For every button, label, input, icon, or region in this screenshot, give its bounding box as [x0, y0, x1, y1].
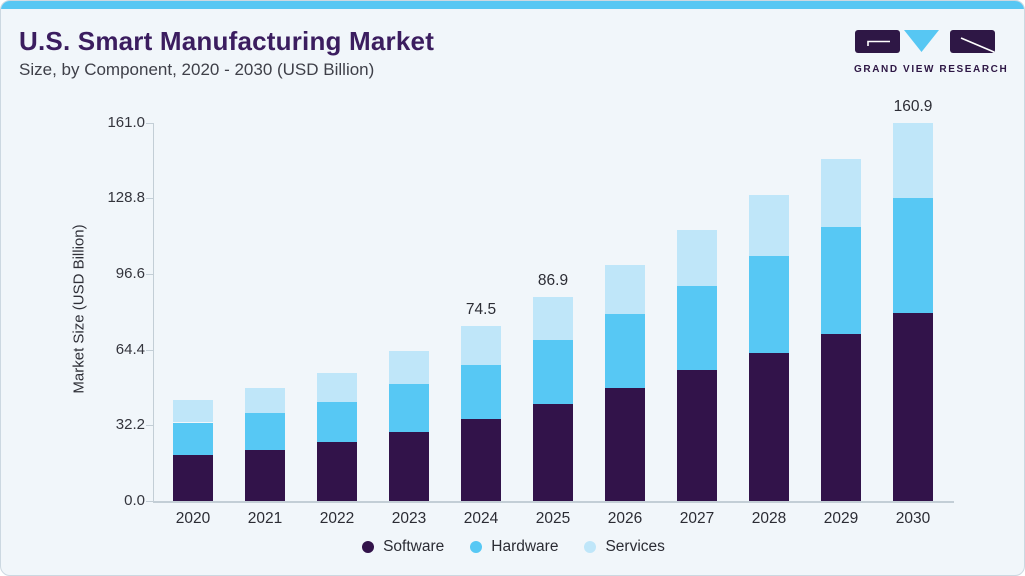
bar-segment-software-2025	[533, 403, 573, 501]
bar-segment-software-2023	[389, 431, 429, 501]
y-tick-label: 0.0	[124, 492, 145, 509]
bar-segment-hardware-2025	[533, 340, 573, 404]
y-tick-label: 32.2	[115, 416, 145, 434]
bar-segment-hardware-2021	[245, 412, 285, 450]
bar-segment-hardware-2023	[389, 384, 429, 432]
y-tick-label: 96.6	[115, 264, 145, 282]
legend-item-hardware: Hardware	[470, 538, 558, 556]
bar-segment-hardware-2024	[461, 364, 501, 419]
bar-segment-software-2022	[317, 442, 357, 501]
bar-segment-hardware-2022	[317, 402, 357, 442]
bar-segment-hardware-2026	[605, 313, 645, 388]
bar-total-label-2024: 74.5	[465, 300, 497, 318]
bar-segment-services-2024	[461, 325, 501, 365]
y-tick-label: 128.8	[107, 189, 145, 207]
bar-segment-hardware-2030	[893, 197, 933, 313]
bar-segment-services-2023	[389, 351, 429, 385]
gvr-logo-icon	[855, 30, 995, 53]
legend-label-hardware: Hardware	[491, 538, 559, 555]
legend-label-services: Services	[605, 538, 665, 555]
bar-segment-services-2026	[605, 264, 645, 314]
bar-segment-services-2022	[317, 372, 357, 403]
bar-segment-software-2026	[605, 387, 645, 501]
bar-segment-services-2030	[893, 122, 933, 198]
y-tick-mark	[146, 425, 153, 427]
bar-segment-services-2028	[749, 194, 789, 257]
x-axis-label-2028: 2028	[751, 510, 787, 527]
x-axis-label-2023: 2023	[391, 510, 427, 527]
bar-segment-software-2020	[173, 454, 213, 501]
y-tick-mark	[146, 122, 153, 124]
bar-segment-services-2021	[245, 388, 285, 413]
bar-segment-software-2028	[749, 352, 789, 501]
bar-total-label-2025: 86.9	[537, 271, 569, 289]
bar-segment-services-2020	[173, 399, 213, 423]
bar-total-label-2030: 160.9	[893, 97, 933, 115]
y-axis-line	[153, 123, 154, 503]
bar-segment-software-2027	[677, 369, 717, 501]
bar-segment-hardware-2029	[821, 227, 861, 334]
x-axis-line	[154, 501, 954, 503]
x-axis-label-2026: 2026	[607, 510, 643, 527]
grand-view-research-logo: GRAND VIEW RESEARCH	[854, 29, 1009, 75]
bar-segment-software-2030	[893, 313, 933, 501]
x-axis-label-2021: 2021	[247, 510, 283, 527]
y-tick-label: 161.0	[107, 113, 145, 131]
logo-wordmark: GRAND VIEW RESEARCH	[854, 64, 1009, 75]
x-axis-label-2030: 2030	[895, 510, 931, 527]
bar-segment-services-2027	[677, 229, 717, 287]
legend-dot-software	[362, 541, 375, 553]
bar-segment-software-2029	[821, 333, 861, 501]
y-tick-mark	[146, 198, 153, 200]
legend-dot-hardware	[470, 541, 483, 553]
y-tick-mark	[146, 273, 153, 275]
bar-segment-services-2025	[533, 296, 573, 341]
bar-segment-hardware-2020	[173, 422, 213, 455]
legend-item-services: Services	[584, 538, 665, 556]
top-accent-strip	[1, 1, 1024, 9]
x-axis-label-2022: 2022	[319, 510, 355, 527]
y-tick-label: 64.4	[115, 340, 145, 358]
chart-legend: Software Hardware Services	[1, 538, 1024, 556]
bar-segment-software-2021	[245, 449, 285, 501]
legend-item-software: Software	[362, 538, 444, 556]
y-tick-mark	[146, 501, 153, 502]
legend-label-software: Software	[383, 538, 445, 555]
page-title: U.S. Smart Manufacturing Market	[19, 26, 435, 56]
y-tick-mark	[146, 349, 153, 351]
x-axis-label-2029: 2029	[823, 510, 859, 527]
bar-segment-services-2029	[821, 158, 861, 228]
y-axis-title: Market Size (USD Billion)	[70, 224, 88, 394]
page-subtitle: Size, by Component, 2020 - 2030 (USD Bil…	[19, 60, 375, 79]
x-axis-label-2020: 2020	[175, 510, 211, 527]
x-axis-label-2025: 2025	[535, 510, 571, 527]
legend-dot-services	[584, 541, 597, 553]
bar-segment-software-2024	[461, 418, 501, 501]
x-axis-label-2024: 2024	[463, 510, 499, 527]
bar-segment-hardware-2028	[749, 256, 789, 353]
bar-segment-hardware-2027	[677, 286, 717, 370]
x-axis-label-2027: 2027	[679, 510, 715, 527]
